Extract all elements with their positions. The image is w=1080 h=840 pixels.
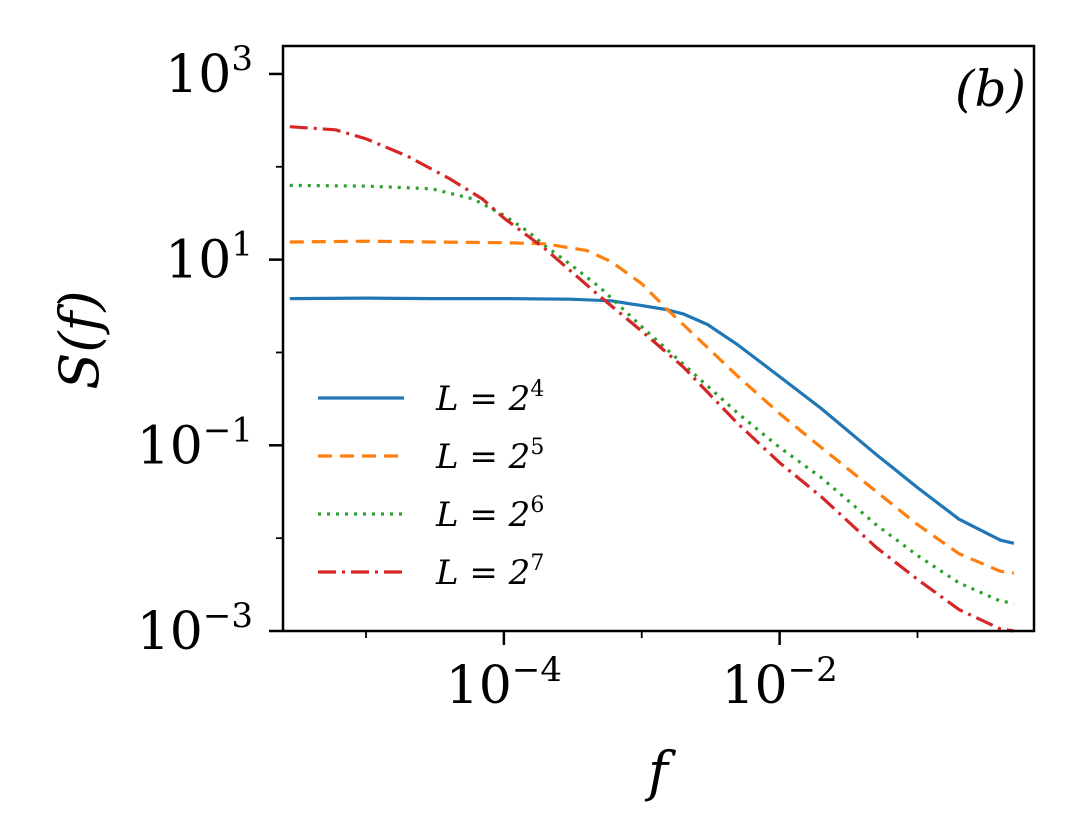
panel-label: (b): [955, 60, 1026, 118]
y-tick-label-3: 101: [165, 225, 253, 291]
series-line-1: [289, 296, 1015, 545]
legend-label-2: L = 25: [435, 435, 544, 477]
series-layer: [289, 125, 1015, 633]
series-line-2: [289, 239, 1015, 575]
legend-label-4: L = 27: [435, 551, 544, 593]
plot-frame: [281, 44, 1036, 633]
y-axis-title: S(f): [48, 290, 111, 389]
series-line-3: [289, 183, 1015, 605]
y-tick-label-1: 10−3: [137, 596, 253, 662]
legend-label-3: L = 26: [435, 493, 544, 535]
y-tick-label-2: 10−1: [137, 410, 253, 476]
y-tick-label-4: 103: [165, 39, 253, 105]
legend-label-1: L = 24: [435, 377, 544, 419]
x-tick-label-1: 10−4: [446, 650, 562, 716]
legend: L = 24 L = 25 L = 26 L = 27: [318, 377, 544, 593]
x-tick-label-2: 10−2: [721, 650, 837, 716]
ticks-layer: 10−4 10−2 10−3 10−1 101 103: [137, 39, 919, 716]
